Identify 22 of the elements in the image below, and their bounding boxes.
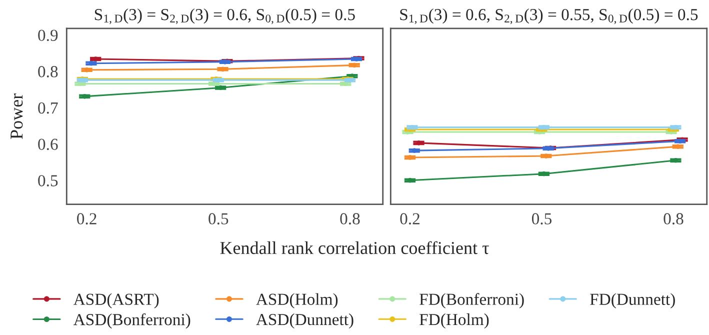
chart-title: S$_{1,D}$(3) = S$_{2,D}$(3) = 0.6, S$_{0,D}$(0.5) = 0.5 (94, 8, 355, 24)
y-tick-label: 0.8 (38, 66, 58, 78)
legend-label: FD(Holm) (420, 313, 489, 329)
legend-label: FD(Bonferroni) (420, 293, 524, 308)
x-tick-label: 0.5 (532, 213, 552, 224)
x-axis-title: Kendall rank correlation coefficient τ (220, 241, 489, 254)
x-tick-label: 0.2 (77, 213, 96, 224)
x-tick-label: 0.8 (664, 213, 684, 224)
y-tick-label: 0.7 (38, 102, 58, 114)
legend-label: ASD(Holm) (256, 293, 338, 308)
legend-label: ASD(ASRT) (73, 293, 159, 308)
x-tick-label: 0.5 (208, 213, 228, 224)
y-axis-title: Power (10, 94, 23, 139)
y-tick-label: 0.9 (38, 30, 58, 42)
legend-label: ASD(Bonferroni) (73, 313, 190, 329)
legend-label: FD(Dunnett) (590, 293, 675, 308)
chart-title: S$_{1,D}$(3) = 0.6, S$_{2,D}$(3) = 0.55, S$_{0,D}$(0.5) = 0.5 (400, 8, 698, 24)
x-tick-label: 0.8 (340, 213, 360, 224)
y-tick-label: 0.6 (38, 138, 58, 150)
legend-label: ASD(Dunnett) (256, 313, 354, 329)
y-tick-label: 0.5 (38, 175, 58, 186)
x-tick-label: 0.2 (400, 213, 420, 224)
